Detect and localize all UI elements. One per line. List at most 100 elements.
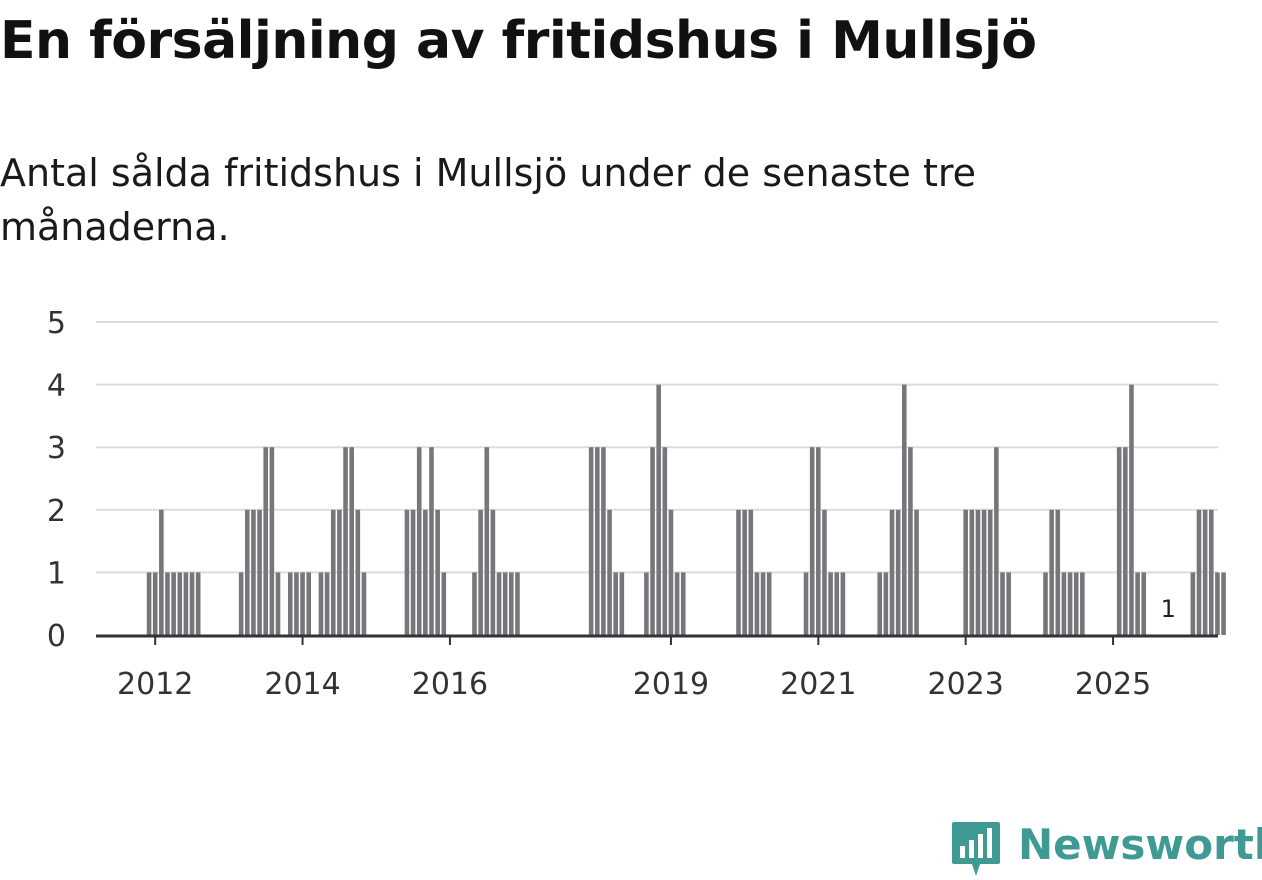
bar xyxy=(644,572,649,635)
bar xyxy=(416,447,422,635)
bar xyxy=(509,572,514,635)
bar xyxy=(275,572,281,635)
bar xyxy=(349,447,354,635)
bar xyxy=(478,509,483,635)
bar xyxy=(195,572,201,635)
chart-title: En försäljning av fritidshus i Mullsjö xyxy=(0,11,1037,71)
bar xyxy=(594,447,600,635)
y-tick-label: 5 xyxy=(47,306,66,341)
bar xyxy=(146,572,152,635)
brand-name: Newsworthy xyxy=(1018,820,1262,869)
bar xyxy=(975,509,981,635)
bar xyxy=(809,447,815,635)
bar xyxy=(306,572,311,635)
bar xyxy=(889,509,895,635)
x-tick-label: 2014 xyxy=(264,667,340,702)
bar xyxy=(816,447,821,635)
bar xyxy=(834,572,840,635)
bar xyxy=(1043,572,1048,635)
bar xyxy=(908,447,913,635)
bar xyxy=(441,572,447,635)
bar xyxy=(1073,572,1079,635)
y-tick-label: 0 xyxy=(47,619,66,654)
bar xyxy=(324,572,330,635)
bar xyxy=(490,509,496,635)
bar xyxy=(619,572,625,635)
bar xyxy=(1190,572,1196,635)
bar xyxy=(189,572,195,635)
bar xyxy=(895,509,901,635)
bar xyxy=(760,572,766,635)
bar xyxy=(656,384,661,635)
bar xyxy=(435,509,440,635)
bar xyxy=(766,572,772,635)
bar xyxy=(1123,447,1128,635)
bar xyxy=(1202,509,1208,635)
bar xyxy=(152,572,158,635)
bar xyxy=(668,509,674,635)
bar xyxy=(1055,509,1061,635)
chart-subtitle: Antal sålda fritidshus i Mullsjö under d… xyxy=(0,151,977,249)
bar xyxy=(994,447,999,635)
bar xyxy=(1221,572,1226,635)
bar xyxy=(1067,572,1073,635)
bar xyxy=(1141,572,1147,635)
bar xyxy=(1135,572,1140,635)
x-tick-label: 2025 xyxy=(1075,667,1151,702)
bar xyxy=(287,572,293,635)
labels: 0 1 2 3 4 5 2012 2014 2016 2019 2021 2023 2025 1 xyxy=(47,306,1176,702)
bar xyxy=(318,572,324,635)
bar xyxy=(1080,572,1085,635)
bar xyxy=(263,447,269,635)
x-tick-label: 2012 xyxy=(117,667,193,702)
y-tick-label: 2 xyxy=(47,494,66,529)
bar xyxy=(257,509,262,635)
bar xyxy=(613,572,618,635)
bar xyxy=(963,509,968,635)
bar xyxy=(269,447,275,635)
bar xyxy=(662,447,668,635)
bar-chart: 0 1 2 3 4 5 2012 2014 2016 2019 2021 2023 2025 1 xyxy=(47,306,1226,702)
bar xyxy=(828,572,833,635)
bar xyxy=(171,572,176,635)
bar xyxy=(601,447,606,635)
axes xyxy=(96,634,1218,645)
newsworthy-logo: Newsworthy xyxy=(950,818,1262,880)
bar xyxy=(803,572,809,635)
bar xyxy=(183,572,189,635)
bar xyxy=(361,572,367,635)
bar xyxy=(754,572,760,635)
bar xyxy=(330,509,336,635)
bar xyxy=(1215,572,1220,635)
bar xyxy=(1129,384,1134,635)
bar xyxy=(245,509,250,635)
bar xyxy=(337,509,342,635)
bar xyxy=(1000,572,1005,635)
bar xyxy=(914,509,919,635)
bar xyxy=(607,509,612,635)
bar xyxy=(674,572,680,635)
bar xyxy=(355,509,361,635)
bar xyxy=(822,509,827,635)
bars xyxy=(146,384,1226,635)
bar xyxy=(840,572,846,635)
bar xyxy=(969,509,975,635)
bar xyxy=(404,509,410,635)
bar xyxy=(748,509,754,635)
bar xyxy=(901,384,907,635)
bar xyxy=(1196,509,1202,635)
bar xyxy=(423,509,428,635)
x-tick-label: 2021 xyxy=(780,667,856,702)
bar xyxy=(588,447,594,635)
bar xyxy=(238,572,244,635)
bar xyxy=(680,572,686,635)
bar xyxy=(515,572,520,635)
bar xyxy=(981,509,987,635)
bar xyxy=(343,447,348,635)
bar xyxy=(484,447,490,635)
bar xyxy=(410,509,416,635)
bar xyxy=(1116,447,1122,635)
y-tick-label: 4 xyxy=(47,369,66,404)
bar xyxy=(496,572,502,635)
bar xyxy=(502,572,508,635)
